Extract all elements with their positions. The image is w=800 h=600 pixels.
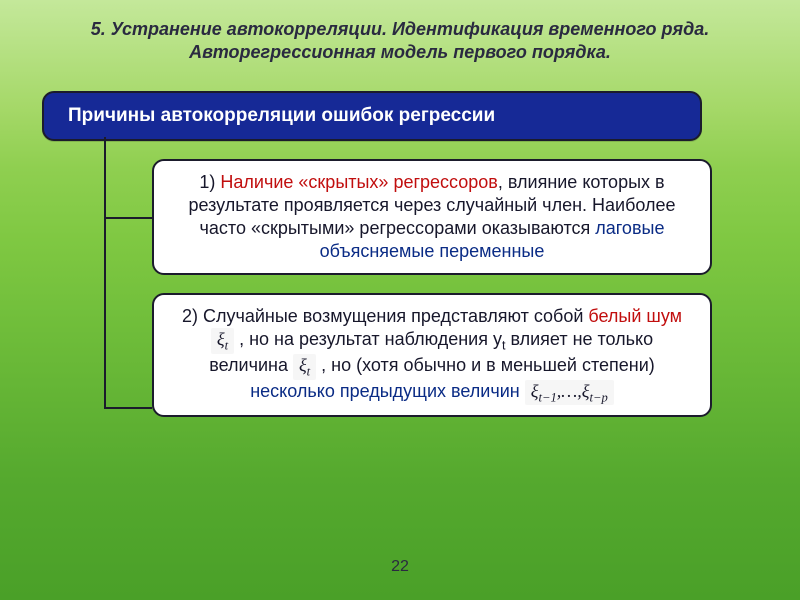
- xi-t-icon-2: ξt: [293, 354, 316, 380]
- cause2-prefix: 2) Случайные возмущения представляют соб…: [182, 306, 588, 326]
- diagram: Причины автокорреляции ошибок регрессии …: [42, 91, 758, 417]
- cause2-accent1: белый шум: [588, 306, 682, 326]
- xi-t-icon: ξt: [211, 328, 234, 354]
- page-number: 22: [0, 558, 800, 576]
- connector-branch-2: [104, 407, 152, 409]
- cause1-accent1: Наличие «скрытых» регрессоров: [220, 172, 497, 192]
- xi-range-icon: ξt−1,…,ξt−p: [525, 380, 614, 406]
- slide: 5. Устранение автокорреляции. Идентифика…: [0, 0, 800, 600]
- cause-box-1: 1) Наличие «скрытых» регрессоров, влияни…: [152, 159, 712, 275]
- cause2-mid1: , но на результат наблюдения y: [234, 329, 502, 349]
- cause2-mid3: , но (хотя обычно и в меньшей степени): [316, 355, 655, 375]
- slide-title: 5. Устранение автокорреляции. Идентифика…: [68, 18, 732, 63]
- causes-header-text: Причины автокорреляции ошибок регрессии: [68, 105, 495, 126]
- cause-box-2: 2) Случайные возмущения представляют соб…: [152, 293, 712, 417]
- cause2-accent2: несколько предыдущих величин: [250, 381, 520, 401]
- connector-trunk: [104, 137, 106, 409]
- connector-branch-1: [104, 217, 152, 219]
- title-wrap: 5. Устранение автокорреляции. Идентифика…: [42, 18, 758, 63]
- causes-header: Причины автокорреляции ошибок регрессии: [42, 91, 702, 141]
- cause1-prefix: 1): [199, 172, 220, 192]
